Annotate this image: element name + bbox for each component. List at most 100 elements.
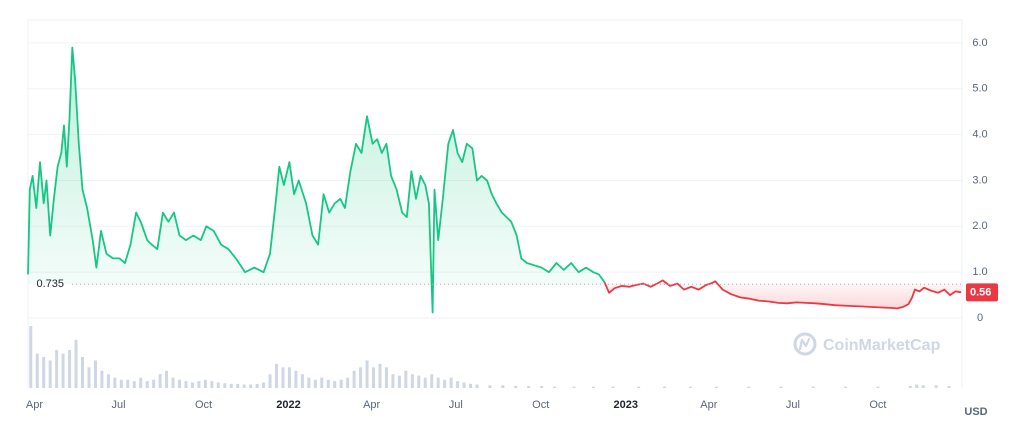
volume-bar [100,370,104,388]
volume-bar [139,377,143,388]
volume-bar [242,384,246,388]
currency-unit-label: USD [964,406,987,418]
volume-bar [443,379,447,388]
volume-bar [158,374,162,388]
volume-bar [876,386,880,388]
volume-bar [81,357,85,388]
volume-bar [106,374,110,388]
volume-bar [346,377,350,388]
volume-bar [68,350,72,388]
y-tick-label: 2.0 [972,220,987,232]
volume-bar [326,379,330,388]
volume-bar [262,382,266,388]
volume-bar [55,350,59,388]
volume-bar [87,367,91,388]
volume-bar [307,377,311,388]
volume-bar [947,385,951,388]
volume-bar [42,357,46,388]
volume-bar [844,386,848,388]
volume-bar [475,384,479,388]
volume-bar [688,386,692,388]
volume-bar [268,374,272,388]
x-tick-label: Oct [869,399,886,411]
volume-bar [229,383,233,388]
current-price-label: 0.56 [970,287,991,299]
volume-bar [300,374,304,388]
volume-bar [352,370,356,388]
volume-bar [287,367,291,388]
volume-bar [132,381,136,388]
volume-bar [553,386,557,388]
volume-bar [275,363,279,388]
x-tick-label: Jul [786,399,800,411]
volume-bar [384,367,388,388]
volume-bar [333,381,337,388]
y-tick-label: 5.0 [972,83,987,95]
volume-bar [811,386,815,388]
volume-bar [378,363,382,388]
volume-bar [404,370,408,388]
volume-bar [74,339,78,388]
area-fill-above-reference [28,47,605,313]
volume-bar [591,386,595,388]
volume-bar [190,382,194,388]
volume-bar [165,370,169,388]
volume-bar [365,360,369,388]
volume-bar [514,385,518,388]
volume-bar [210,381,214,388]
volume-bar [223,383,227,388]
volume-bar [255,383,259,388]
volume-bar [119,379,123,388]
coinmarketcap-watermark: CoinMarketCap [793,332,941,356]
volume-bar [423,377,427,388]
volume-bar [611,386,615,388]
volume-bar [908,385,912,388]
y-tick-label: 6.0 [972,37,987,49]
volume-bar [540,385,544,388]
price-lines [27,46,962,314]
x-tick-label: Oct [532,399,549,411]
volume-bars [29,326,951,388]
volume-bar [93,360,97,388]
volume-bar [449,377,453,388]
x-tick-label: Jul [112,399,126,411]
current-price-tag-background [966,283,998,302]
volume-bar [359,367,363,388]
volume-bar [113,377,117,388]
y-tick-label: 3.0 [972,174,987,186]
price-line-below-reference [603,279,962,310]
reference-line-label: 0.735 [36,278,64,290]
x-tick-label: 2023 [613,399,637,411]
volume-bar [637,386,641,388]
y-tick-label: 0 [977,312,983,324]
price-line-above-reference [27,46,606,314]
x-tick-label: Apr [363,399,380,411]
volume-bar [236,383,240,388]
y-axis: 0 1.0 2.0 3.0 4.0 5.0 6.0 [972,37,987,324]
volume-bar [35,353,39,388]
volume-bar [391,374,395,388]
volume-bar [572,386,576,388]
x-tick-label: Apr [26,399,43,411]
volume-bar [61,353,65,388]
volume-bar [747,386,751,388]
volume-bar [203,379,207,388]
volume-bar [921,385,925,388]
volume-bar [714,386,718,388]
volume-bar [294,370,298,388]
volume-bar [410,374,414,388]
volume-bar [339,379,343,388]
volume-bar [145,381,149,388]
volume-bar [417,375,421,388]
volume-bar [430,374,434,388]
volume-bar [184,381,188,388]
x-tick-label: 2022 [276,399,300,411]
volume-bar [488,385,492,388]
current-price-tag: 0.56 [966,283,998,302]
y-tick-label: 1.0 [972,266,987,278]
volume-bar [171,377,175,388]
reference-line-group: 0.735 [36,278,962,290]
volume-bar [178,379,182,388]
x-tick-label: Oct [195,399,212,411]
